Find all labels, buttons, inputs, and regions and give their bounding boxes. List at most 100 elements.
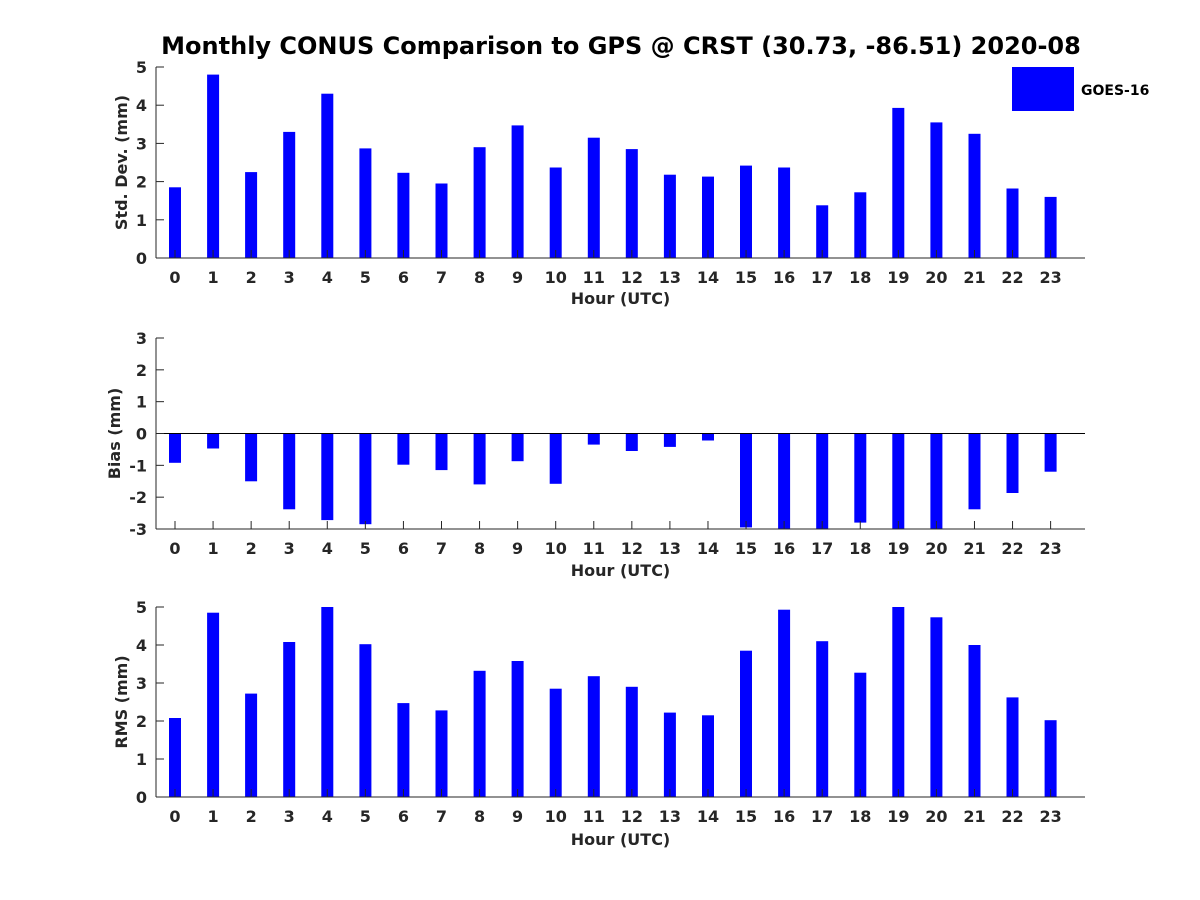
legend-swatch	[1012, 67, 1074, 111]
x-tick-label: 2	[246, 807, 257, 826]
bar-hour-23	[1044, 433, 1057, 472]
bar-hour-8	[473, 670, 486, 797]
x-tick-label: 15	[735, 807, 757, 826]
x-tick-label: 21	[963, 539, 985, 558]
bar-hour-12	[625, 149, 638, 258]
bar-hour-15	[740, 650, 752, 797]
x-tick-label: 23	[1039, 807, 1061, 826]
bar-hour-7	[435, 710, 448, 797]
x-tick-label: 20	[925, 807, 947, 826]
bar-hour-21	[968, 133, 981, 258]
x-axis-label: Hour (UTC)	[571, 289, 671, 308]
x-tick-label: 3	[284, 807, 295, 826]
x-tick-label: 4	[322, 807, 333, 826]
bar-hour-10	[549, 433, 562, 484]
x-tick-label: 10	[545, 807, 567, 826]
std-dev-panel: 0 1 2 3 4 5 6 7 8 9 10 11 12 13 14 15 16 17 18 19 20 21 22 2301…	[112, 58, 1085, 308]
bar-hour-4	[321, 93, 334, 258]
x-tick-label: 6	[398, 539, 409, 558]
x-tick-label: 2	[246, 268, 257, 287]
y-tick-label: 4	[136, 636, 147, 655]
bar-hour-19	[892, 433, 905, 529]
x-tick-label: 13	[659, 268, 681, 287]
bar-hour-6	[397, 172, 410, 258]
x-tick-label: 18	[849, 268, 871, 287]
x-tick-label: 17	[811, 539, 833, 558]
bar-hour-7	[435, 183, 448, 258]
bar-hour-4	[321, 433, 334, 521]
x-tick-label: 19	[887, 539, 909, 558]
y-tick-label: 1	[136, 211, 147, 230]
x-tick-label: 19	[887, 268, 909, 287]
x-tick-label: 17	[811, 807, 833, 826]
bar-hour-6	[397, 433, 410, 465]
x-axis-label: Hour (UTC)	[571, 830, 671, 849]
x-axis-label: Hour (UTC)	[571, 561, 671, 580]
bar-hour-14	[702, 433, 714, 441]
y-tick-label: 0	[136, 249, 147, 268]
bar-hour-17	[816, 641, 829, 797]
x-tick-label: 12	[621, 807, 643, 826]
y-axis-label: Std. Dev. (mm)	[112, 95, 131, 230]
y-tick-label: 2	[136, 173, 147, 192]
x-tick-label: 0	[169, 268, 180, 287]
y-tick-label: 4	[136, 96, 147, 115]
x-tick-label: 8	[474, 807, 485, 826]
x-tick-label: 3	[284, 539, 295, 558]
bar-hour-12	[625, 686, 638, 797]
x-tick-label: 19	[887, 807, 909, 826]
y-tick-label: 1	[136, 393, 147, 412]
bar-hour-1	[207, 612, 220, 797]
bar-hour-14	[702, 176, 714, 258]
bar-hour-13	[663, 433, 676, 447]
y-tick-label: 3	[136, 674, 147, 693]
x-tick-label: 22	[1001, 539, 1023, 558]
x-tick-label: 4	[322, 268, 333, 287]
x-tick-label: 8	[474, 539, 485, 558]
bar-hour-8	[473, 147, 486, 258]
bar-hour-18	[854, 433, 867, 523]
x-tick-label: 9	[512, 539, 523, 558]
x-tick-label: 0	[169, 807, 180, 826]
x-tick-label: 9	[512, 807, 523, 826]
bar-hour-10	[549, 688, 562, 797]
bar-hour-0	[169, 187, 181, 258]
x-tick-label: 20	[925, 268, 947, 287]
x-tick-label: 9	[512, 268, 523, 287]
x-tick-label: 6	[398, 268, 409, 287]
y-tick-label: 3	[136, 134, 147, 153]
x-tick-label: 14	[697, 807, 719, 826]
y-tick-label: 1	[136, 750, 147, 769]
bar-hour-6	[397, 703, 410, 797]
bar-hour-16	[778, 609, 791, 797]
bar-hour-0	[169, 433, 181, 463]
bias-panel: 0 1 2 3 4 5 6 7 8 9 10 11 12 13 14 15 16 17 18 19 20 21 22 23-3…	[105, 329, 1085, 580]
y-axis-label: Bias (mm)	[105, 388, 124, 480]
bar-hour-23	[1044, 196, 1057, 258]
x-tick-label: 5	[360, 807, 371, 826]
x-tick-label: 6	[398, 807, 409, 826]
bar-hour-17	[816, 433, 829, 529]
bar-hour-3	[283, 131, 296, 258]
bar-hour-13	[663, 174, 676, 258]
bar-hour-21	[968, 645, 981, 797]
bar-hour-5	[359, 433, 372, 525]
x-tick-label: 1	[207, 807, 218, 826]
y-tick-label: 2	[136, 712, 147, 731]
bar-hour-5	[359, 148, 372, 258]
bar-hour-14	[702, 715, 714, 797]
chart-title: Monthly CONUS Comparison to GPS @ CRST (…	[161, 32, 1081, 60]
x-tick-label: 0	[169, 539, 180, 558]
x-tick-label: 17	[811, 268, 833, 287]
x-tick-label: 5	[360, 268, 371, 287]
x-tick-label: 4	[322, 539, 333, 558]
bar-hour-3	[283, 433, 296, 510]
x-tick-label: 12	[621, 268, 643, 287]
bar-hour-13	[663, 712, 676, 797]
bar-hour-2	[245, 693, 258, 797]
bar-hour-22	[1006, 697, 1019, 797]
x-tick-label: 2	[246, 539, 257, 558]
bar-hour-19	[892, 607, 905, 797]
x-tick-label: 11	[583, 807, 605, 826]
